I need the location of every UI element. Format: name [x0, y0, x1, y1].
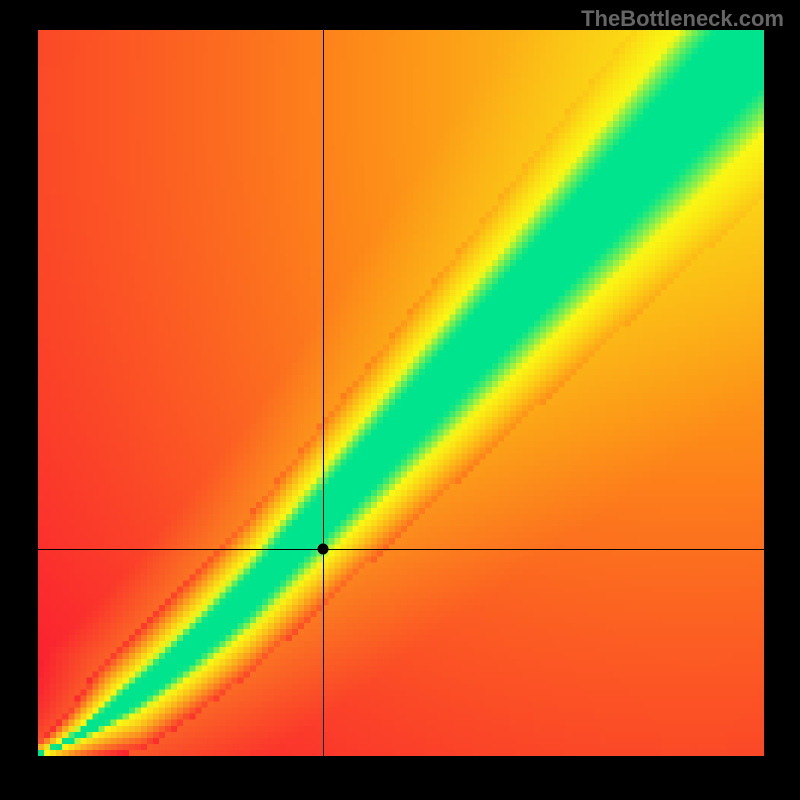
heatmap-plot: [38, 30, 764, 756]
watermark-text: TheBottleneck.com: [581, 6, 784, 32]
crosshair-marker: [317, 544, 328, 555]
crosshair-horizontal: [38, 549, 764, 550]
crosshair-vertical: [323, 30, 324, 756]
heatmap-canvas: [38, 30, 764, 756]
